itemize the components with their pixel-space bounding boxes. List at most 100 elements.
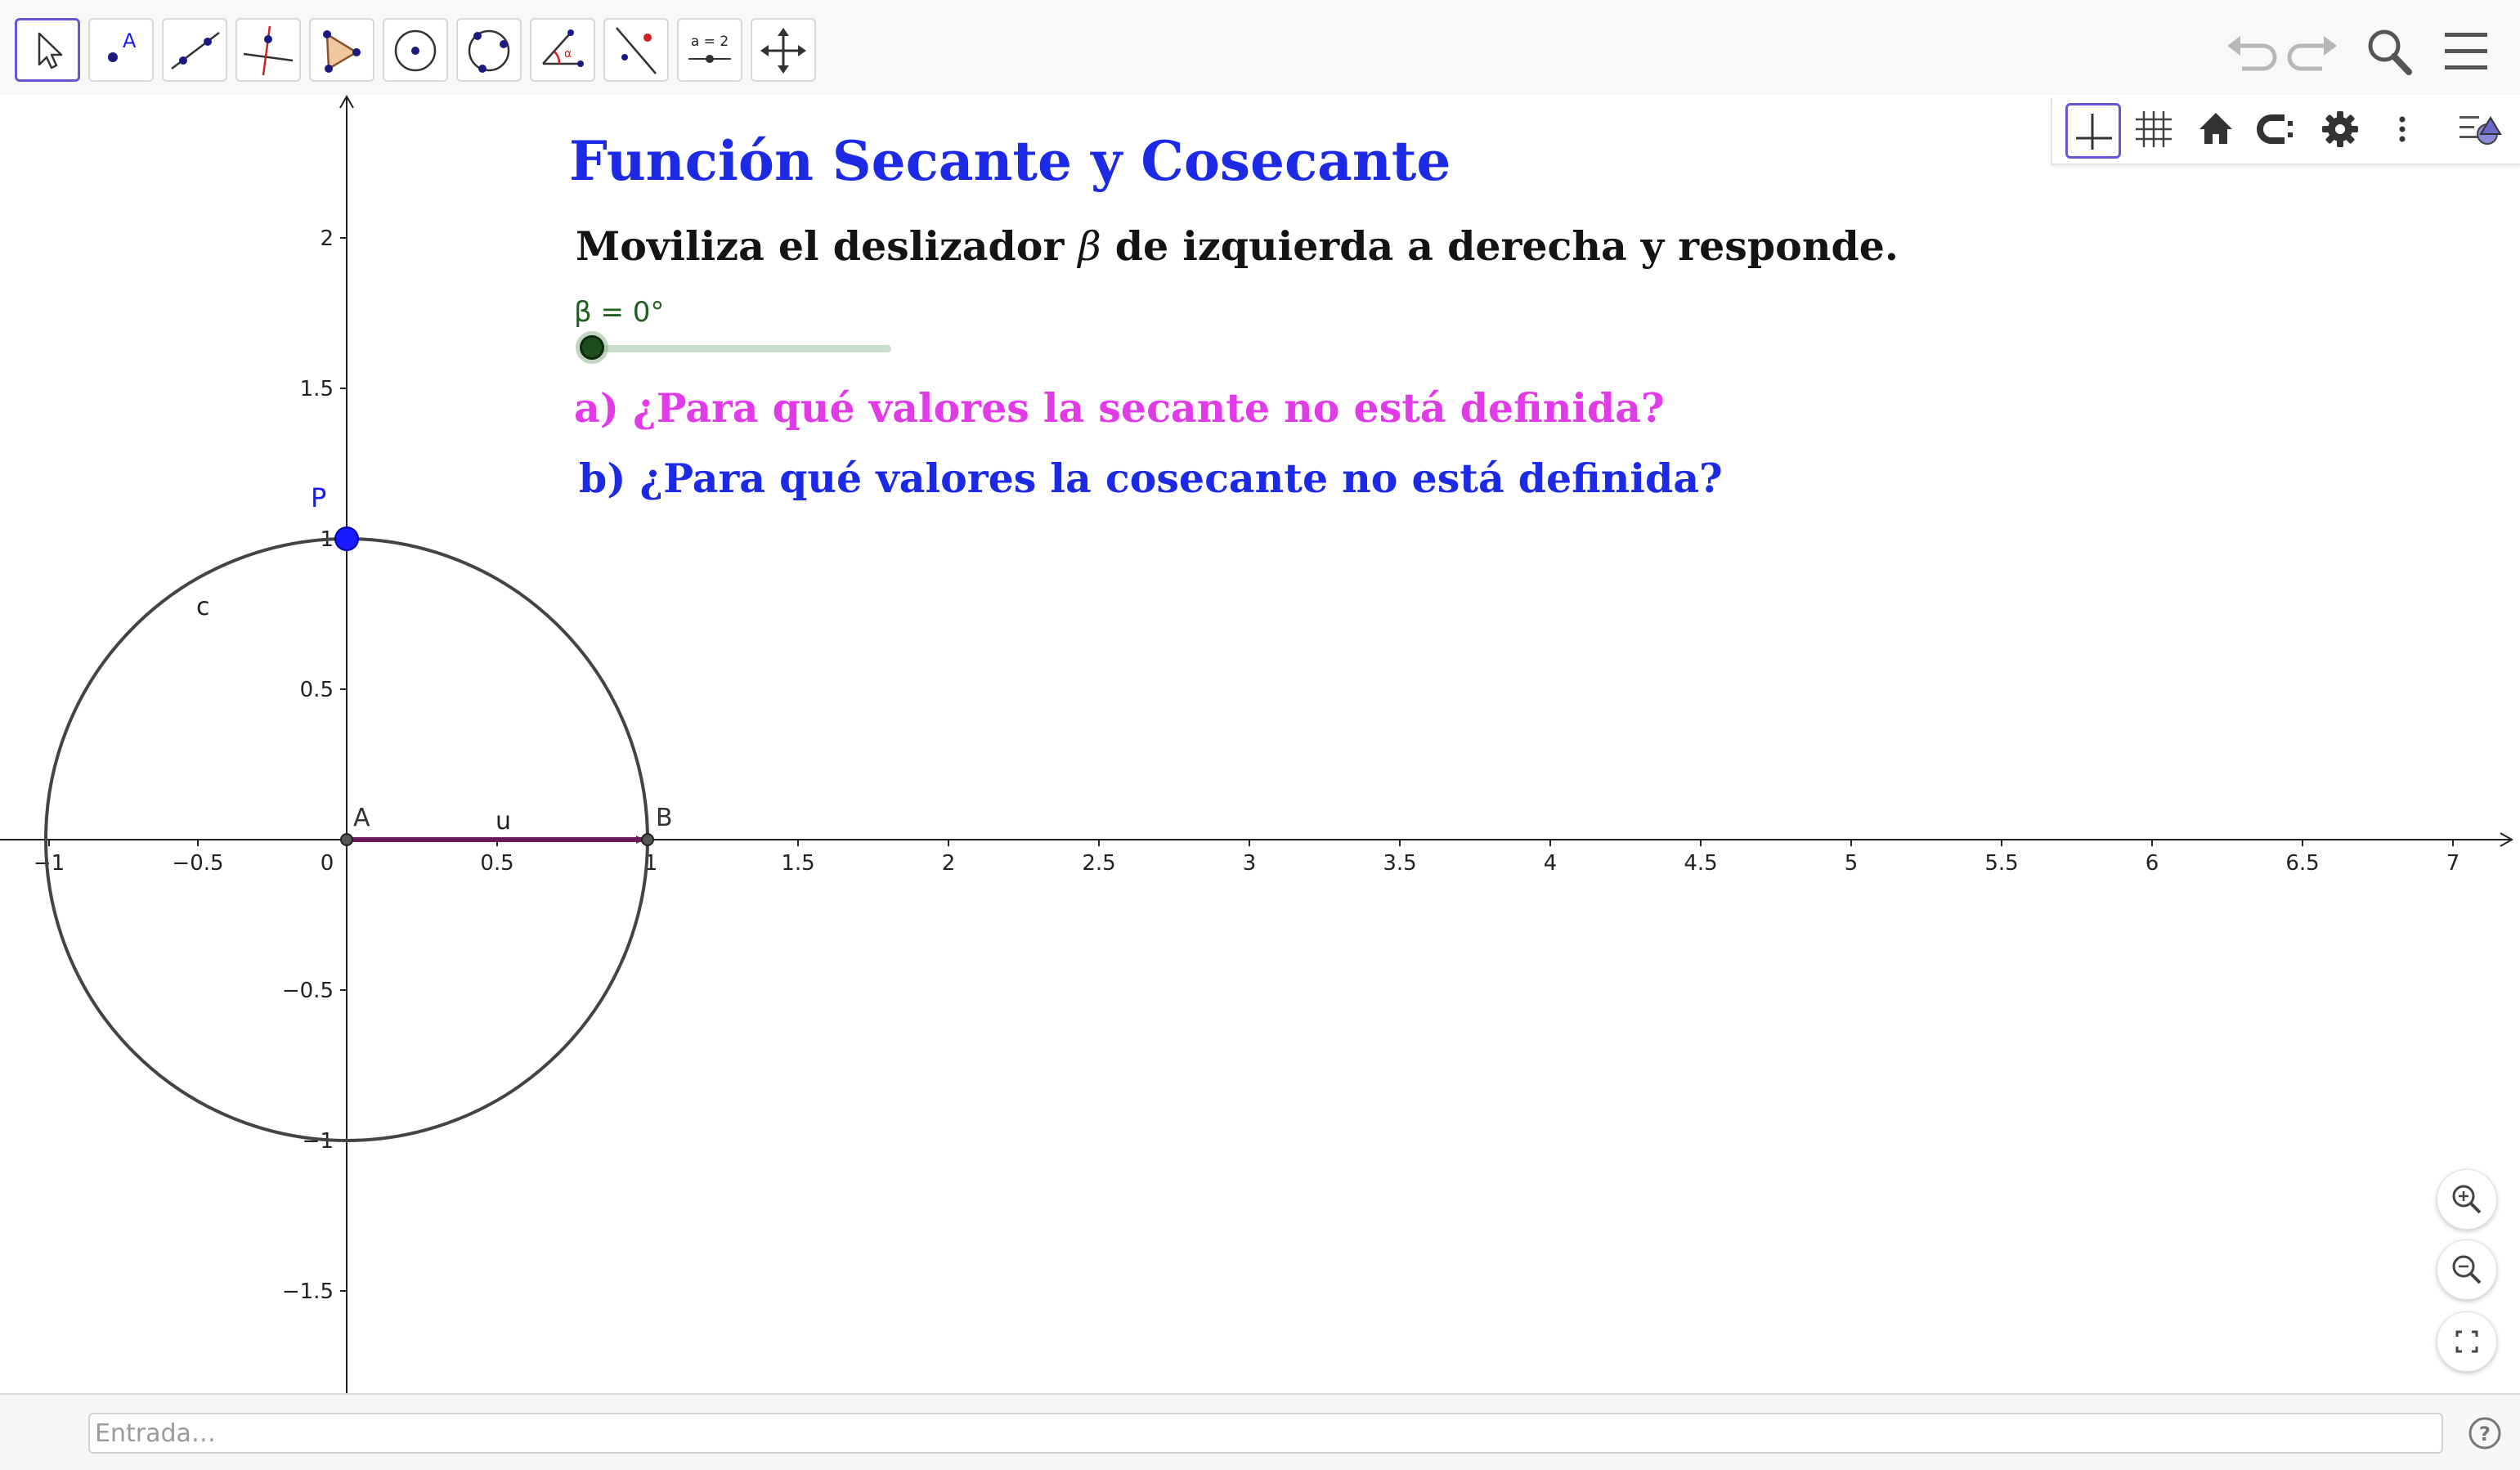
y-tick-labels: 2 1.5 1 0.5 −0.5 −1 −1.5 (282, 226, 334, 1304)
x-tick-label: 2 (942, 851, 956, 876)
instructions-pre: Moviliza el deslizador (576, 222, 1065, 270)
x-tick-label: 3 (1243, 851, 1257, 876)
zoom-in-button[interactable] (2437, 1169, 2497, 1230)
zoom-out-button[interactable] (2437, 1239, 2497, 1300)
point-p-label: P (311, 482, 326, 513)
style-bar (2051, 98, 2520, 165)
page-title: Función Secante y Cosecante (569, 129, 1451, 193)
algebra-input[interactable] (88, 1413, 2443, 1454)
x-tick-label: 5 (1845, 851, 1859, 876)
fullscreen-icon (2455, 1330, 2478, 1353)
x-tick-label: 5.5 (1984, 851, 2018, 876)
y-axis-ticks (340, 237, 347, 1292)
y-tick-label: −1.5 (282, 1280, 334, 1304)
help-icon[interactable]: ? (2466, 1414, 2504, 1452)
circle-three-points-icon (468, 29, 510, 73)
move-arrows-icon (760, 28, 806, 74)
polygon-tool-button[interactable] (309, 18, 374, 82)
x-tick-label: 4 (1544, 851, 1558, 876)
angle-tool-button[interactable]: α (530, 18, 595, 82)
settings-button[interactable] (2314, 103, 2370, 159)
svg-text:A: A (123, 29, 137, 52)
view-toggle-button[interactable] (2453, 103, 2509, 159)
undo-icon (2227, 36, 2277, 71)
svg-text:?: ? (2479, 1423, 2491, 1445)
x-tick-label: 1.5 (781, 851, 814, 876)
x-tick-label: 0 (321, 851, 334, 876)
line-through-two-points-icon (171, 32, 220, 69)
instructions-post: de izquierda a derecha y responde. (1114, 222, 1899, 270)
circle-three-points-tool-button[interactable] (456, 18, 522, 82)
grid-icon (2136, 111, 2172, 147)
slider-tool-label: a = 2 (691, 34, 729, 50)
x-tick-label: −0.5 (172, 851, 223, 876)
point-icon: A (108, 29, 137, 62)
y-tick-label: −0.5 (282, 979, 334, 1003)
move-tool-button[interactable] (15, 18, 80, 82)
x-tick-label: 7 (2446, 851, 2460, 876)
angle-icon: α (542, 29, 584, 67)
zoom-in-icon (2452, 1185, 2482, 1214)
instructions-variable: β (1078, 223, 1101, 270)
slider-tool-button[interactable]: a = 2 (677, 18, 742, 82)
x-tick-label: 2.5 (1082, 851, 1115, 876)
point-capturing-icon (2257, 114, 2293, 144)
undo-button[interactable] (2221, 21, 2283, 80)
zoom-out-icon (2452, 1255, 2482, 1284)
x-tick-label: 3.5 (1383, 851, 1416, 876)
point-p[interactable] (334, 527, 359, 551)
slider-track[interactable] (592, 345, 891, 352)
y-axis-arrow (339, 95, 354, 109)
line-tool-button[interactable] (162, 18, 227, 82)
svg-text:α: α (564, 47, 572, 61)
question-a: a) ¿Para qué valores la secante no está … (574, 384, 1665, 432)
circle-center-point-tool-button[interactable] (383, 18, 448, 82)
axes-toggle-button[interactable] (2065, 103, 2121, 159)
x-tick-labels: −1 −0.5 0 0.5 1 1.5 2 2.5 3 3.5 4 4.5 5 … (34, 851, 2459, 876)
view-toggle-icon (2459, 116, 2502, 145)
search-icon (2368, 29, 2412, 75)
point-tool-button[interactable]: A (88, 18, 154, 82)
reflect-about-line-icon (616, 27, 657, 74)
y-tick-label: 0.5 (300, 678, 334, 702)
fullscreen-button[interactable] (2437, 1311, 2497, 1372)
perpendicular-line-tool-button[interactable] (235, 18, 301, 82)
slider-handle[interactable] (580, 335, 604, 360)
redo-button[interactable] (2281, 21, 2343, 80)
toolbar: A (0, 0, 2520, 96)
x-tick-label: 6 (2146, 851, 2159, 876)
reflect-tool-button[interactable] (603, 18, 669, 82)
x-tick-label: 4.5 (1684, 851, 1717, 876)
algebra-input-bar: ? (0, 1393, 2520, 1470)
more-options-button[interactable] (2376, 103, 2432, 159)
y-tick-label: 2 (320, 226, 334, 251)
grid-toggle-button[interactable] (2128, 103, 2183, 159)
instructions-text: Moviliza el deslizador β de izquierda a … (576, 222, 1899, 270)
point-a-label: A (353, 804, 370, 832)
x-axis-arrow (2500, 832, 2514, 847)
point-b-label: B (656, 804, 673, 832)
move-graphics-view-tool-button[interactable] (751, 18, 816, 82)
circle-center-point-icon (394, 29, 437, 72)
point-a[interactable] (340, 833, 353, 846)
y-tick-label: 1.5 (300, 377, 334, 401)
search-button[interactable] (2358, 21, 2420, 80)
point-capturing-button[interactable] (2252, 103, 2307, 159)
menu-button[interactable] (2435, 21, 2497, 80)
question-b: b) ¿Para qué valores la cosecante no est… (579, 455, 1723, 502)
gear-icon (2322, 111, 2358, 147)
redo-icon (2287, 36, 2337, 71)
x-tick-label: 0.5 (480, 851, 513, 876)
more-icon (2399, 116, 2406, 142)
graphics-view[interactable]: −1 −0.5 0 0.5 1 1.5 2 2.5 3 3.5 4 4.5 5 … (0, 95, 2520, 1393)
vector-label: u (495, 807, 511, 836)
axes-icon (2076, 114, 2112, 150)
point-b[interactable] (641, 833, 654, 846)
x-tick-label: 6.5 (2285, 851, 2319, 876)
home-icon (2199, 113, 2232, 144)
menu-icon (2445, 33, 2487, 69)
home-button[interactable] (2190, 103, 2245, 159)
coordinate-plane[interactable]: −1 −0.5 0 0.5 1 1.5 2 2.5 3 3.5 4 4.5 5 … (0, 95, 2520, 1393)
circle-label: c (196, 593, 210, 621)
